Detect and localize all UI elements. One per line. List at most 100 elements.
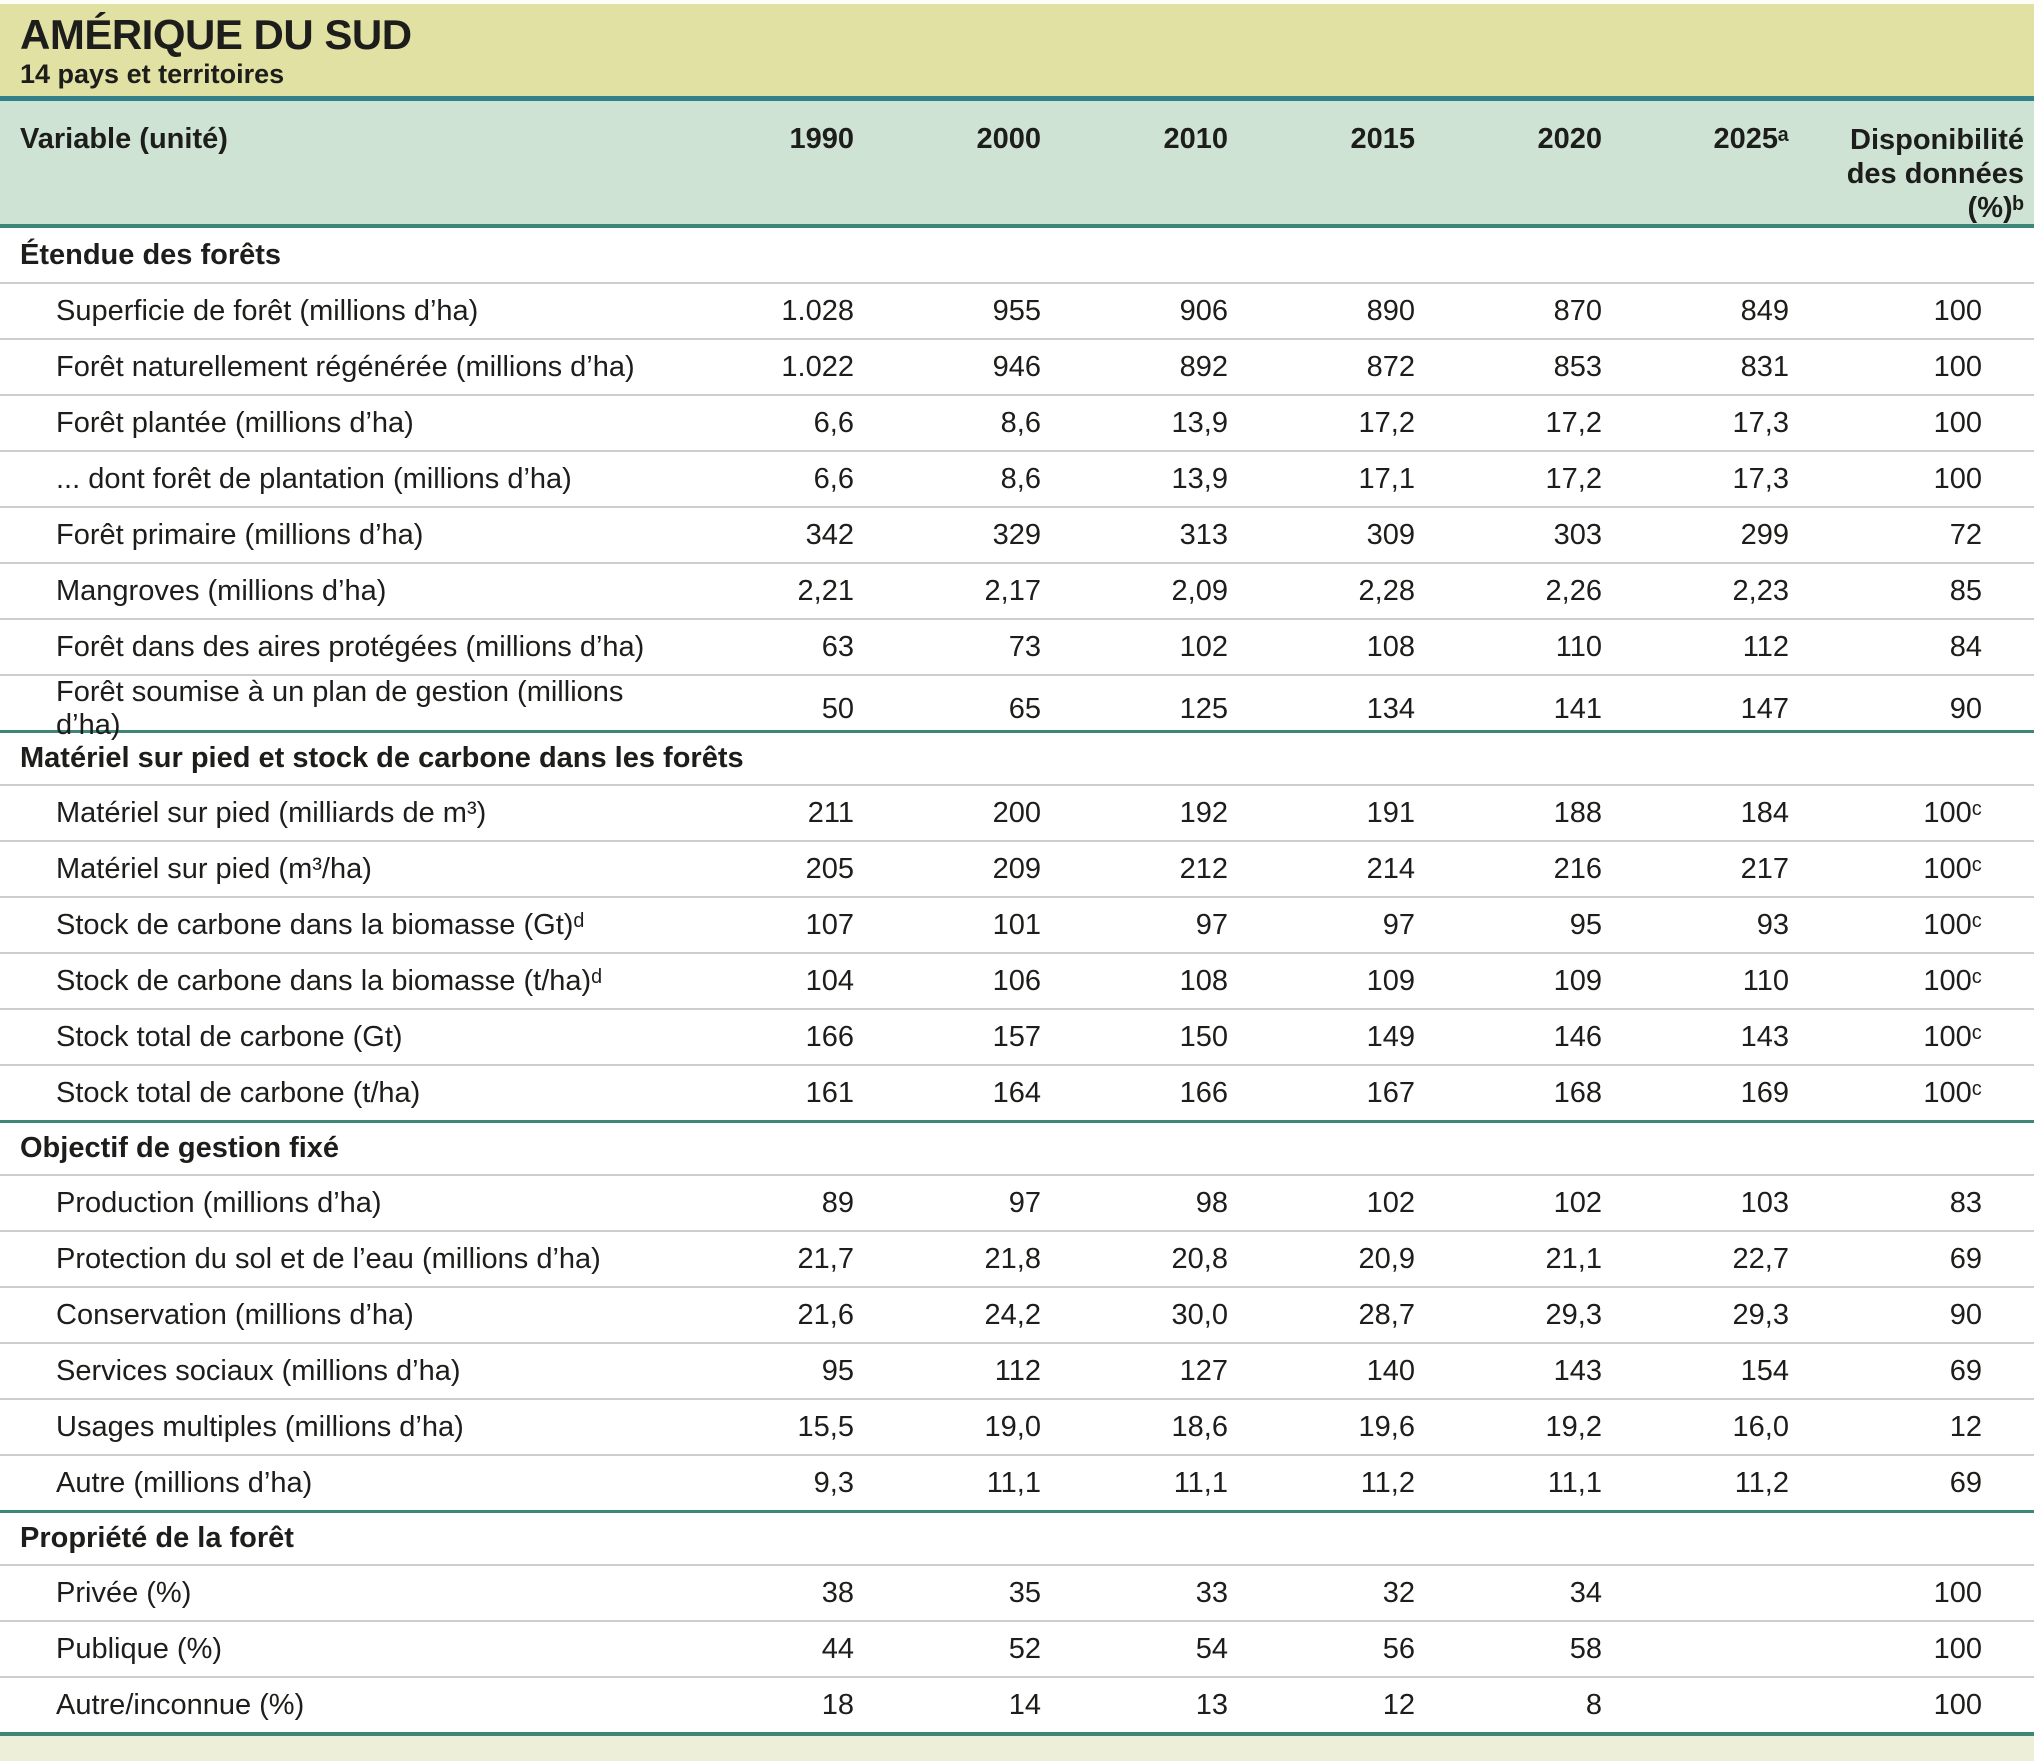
- year-value: 17,2: [1545, 406, 1602, 439]
- year-value: 892: [1179, 350, 1228, 383]
- table-row: Forêt soumise à un plan de gestion (mill…: [0, 674, 2034, 741]
- year-value: 6,6: [813, 462, 854, 495]
- table-row: Forêt dans des aires protégées (millions…: [0, 618, 2034, 674]
- table-row: Forêt naturellement régénérée (millions …: [0, 338, 2034, 394]
- table-row: Forêt plantée (millions d’ha) 6,6 8,6 13,9 1…: [0, 394, 2034, 450]
- year-value: 212: [1179, 852, 1228, 885]
- year-value: 2,23: [1732, 574, 1789, 607]
- column-header-variable: Variable (unité): [20, 123, 228, 155]
- year-value: 101: [992, 908, 1041, 941]
- year-value: 164: [992, 1076, 1041, 1109]
- availability-value: 100: [1933, 294, 1982, 327]
- year-value: 150: [1179, 1020, 1228, 1053]
- year-value: 147: [1740, 692, 1789, 725]
- row-label: Mangroves (millions d’ha): [56, 574, 387, 607]
- year-value: 13,9: [1171, 462, 1228, 495]
- year-value: 106: [992, 964, 1041, 997]
- year-value: 140: [1366, 1354, 1415, 1387]
- year-value: 890: [1366, 294, 1415, 327]
- year-value: 97: [1195, 908, 1228, 941]
- section-title: Objectif de gestion fixé: [20, 1132, 340, 1164]
- year-value: 13: [1195, 1688, 1228, 1721]
- table-row: Superficie de forêt (millions d’ha) 1.028…: [0, 282, 2034, 338]
- table-row: Publique (%) 44 52 54 56 58 100: [0, 1620, 2034, 1676]
- year-value: 6,6: [813, 406, 854, 439]
- row-label: ... dont forêt de plantation (millions d…: [56, 462, 572, 495]
- year-value: 217: [1740, 852, 1789, 885]
- table-row: Services sociaux (millions d’ha) 95 112 127…: [0, 1342, 2034, 1398]
- year-value: 107: [805, 908, 854, 941]
- availability-value: 100: [1933, 350, 1982, 383]
- year-value: 18: [821, 1688, 854, 1721]
- year-value: 906: [1179, 294, 1228, 327]
- bottom-band: [0, 1732, 2034, 1761]
- year-value: 19,2: [1545, 1410, 1602, 1443]
- year-value: 28,7: [1358, 1298, 1415, 1331]
- row-label: Protection du sol et de l’eau (millions …: [56, 1242, 601, 1275]
- table-row: Matériel sur pied (m³/ha) 205 209 212 214 216…: [0, 840, 2034, 896]
- availability-value: 100: [1933, 1576, 1982, 1609]
- year-value: 17,3: [1732, 406, 1789, 439]
- year-value: 143: [1553, 1354, 1602, 1387]
- year-value: 11,1: [986, 1466, 1041, 1499]
- section-header-row: Propriété de la forêt: [0, 1510, 2034, 1564]
- forest-data-table: Variable (unité) 1990 2000 2010 2015 2020 202…: [0, 96, 2034, 1732]
- availability-value: 100ᶜ: [1923, 964, 1982, 997]
- year-value: 11,2: [1360, 1466, 1415, 1499]
- row-label: Services sociaux (millions d’ha): [56, 1354, 461, 1387]
- year-column-header: 2015: [1350, 123, 1415, 155]
- table-body: Étendue des forêts Superficie de forêt (m…: [0, 228, 2034, 1732]
- row-label: Stock de carbone dans la biomasse (t/ha)…: [56, 964, 603, 997]
- page-subtitle: 14 pays et territoires: [20, 59, 285, 90]
- year-value: 154: [1740, 1354, 1789, 1387]
- year-value: 214: [1366, 852, 1415, 885]
- year-value: 112: [1742, 630, 1789, 663]
- row-label: Forêt soumise à un plan de gestion (mill…: [56, 676, 624, 741]
- year-value: 18,6: [1171, 1410, 1228, 1443]
- year-value: 15,5: [797, 1410, 854, 1443]
- year-value: 30,0: [1171, 1298, 1228, 1331]
- year-value: 24,2: [984, 1298, 1041, 1331]
- year-value: 56: [1382, 1632, 1415, 1665]
- year-value: 309: [1366, 518, 1415, 551]
- table-row: Conservation (millions d’ha) 21,6 24,2 30,0…: [0, 1286, 2034, 1342]
- table-row: Autre (millions d’ha) 9,3 11,1 11,1 11,2 11,1…: [0, 1454, 2034, 1510]
- availability-value: 12: [1949, 1410, 1982, 1443]
- row-label: Production (millions d’ha): [56, 1186, 382, 1219]
- year-value: 166: [1179, 1076, 1228, 1109]
- availability-value: 100: [1933, 1632, 1982, 1665]
- year-value: 211: [807, 796, 854, 829]
- year-value: 143: [1740, 1020, 1789, 1053]
- table-header-row: Variable (unité) 1990 2000 2010 2015 2020 202…: [0, 96, 2034, 228]
- year-value: 134: [1366, 692, 1415, 725]
- year-value: 109: [1366, 964, 1415, 997]
- availability-value: 69: [1949, 1466, 1982, 1499]
- year-value: 20,8: [1171, 1242, 1228, 1275]
- year-value: 38: [821, 1576, 854, 1609]
- year-value: 58: [1569, 1632, 1602, 1665]
- year-value: 52: [1008, 1632, 1041, 1665]
- table-row: Matériel sur pied (milliards de m³) 211 20…: [0, 784, 2034, 840]
- year-value: 192: [1179, 796, 1228, 829]
- year-column-header: 2000: [976, 123, 1041, 155]
- year-value: 1.028: [781, 294, 854, 327]
- year-value: 29,3: [1545, 1298, 1602, 1331]
- page-title: AMÉRIQUE DU SUD: [20, 11, 412, 58]
- year-value: 73: [1008, 630, 1041, 663]
- section-header-row: Objectif de gestion fixé: [0, 1120, 2034, 1174]
- year-value: 102: [1553, 1186, 1602, 1219]
- year-value: 125: [1179, 692, 1228, 725]
- year-value: 108: [1366, 630, 1415, 663]
- year-value: 65: [1008, 692, 1041, 725]
- year-column-header: 2010: [1163, 123, 1228, 155]
- year-value: 216: [1553, 852, 1602, 885]
- year-value: 141: [1553, 692, 1602, 725]
- section-title: Propriété de la forêt: [20, 1522, 294, 1554]
- year-value: 169: [1740, 1076, 1789, 1109]
- year-column-header: 1990: [789, 123, 854, 155]
- availability-value: 72: [1949, 518, 1982, 551]
- row-label: Stock total de carbone (t/ha): [56, 1076, 421, 1109]
- year-value: 95: [821, 1354, 854, 1387]
- year-value: 149: [1366, 1020, 1415, 1053]
- table-row: Stock total de carbone (t/ha) 161 164 166 16…: [0, 1064, 2034, 1120]
